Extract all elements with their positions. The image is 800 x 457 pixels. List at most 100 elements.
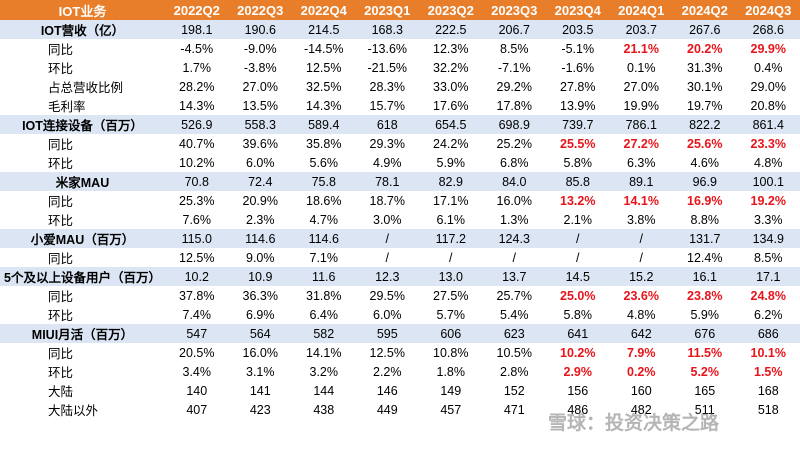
table-cell: 10.2 <box>165 267 229 286</box>
row-label: 环比 <box>0 362 165 381</box>
table-cell: 822.2 <box>673 115 737 134</box>
table-cell: 7.1% <box>292 248 356 267</box>
row-label: 同比 <box>0 134 165 153</box>
table-cell: 20.9% <box>228 191 292 210</box>
row-label: 大陆 <box>0 381 165 400</box>
table-cell: 641 <box>546 324 610 343</box>
table-cell: 16.0% <box>482 191 546 210</box>
table-cell: / <box>355 248 419 267</box>
table-cell: 2.1% <box>546 210 610 229</box>
table-cell: 8.5% <box>736 248 800 267</box>
table-cell: 642 <box>609 324 673 343</box>
table-cell: 23.6% <box>609 286 673 305</box>
row-label: IOT营收（亿） <box>0 20 165 39</box>
table-cell: 6.0% <box>228 153 292 172</box>
table-cell: 214.5 <box>292 20 356 39</box>
table-cell: 0.4% <box>736 58 800 77</box>
table-cell: 14.3% <box>165 96 229 115</box>
table-cell: 623 <box>482 324 546 343</box>
table-cell: 12.3 <box>355 267 419 286</box>
table-cell: -13.6% <box>355 39 419 58</box>
table-cell: 149 <box>419 381 483 400</box>
table-cell: 114.6 <box>228 229 292 248</box>
table-cell: 82.9 <box>419 172 483 191</box>
table-cell: 27.5% <box>419 286 483 305</box>
table-cell: 5.4% <box>482 305 546 324</box>
table-cell: 19.9% <box>609 96 673 115</box>
table-cell: 152 <box>482 381 546 400</box>
table-cell: 10.5% <box>482 343 546 362</box>
table-cell: 267.6 <box>673 20 737 39</box>
table-cell: 222.5 <box>419 20 483 39</box>
table-cell: 134.9 <box>736 229 800 248</box>
table-cell: 558.3 <box>228 115 292 134</box>
table-cell: 75.8 <box>292 172 356 191</box>
table-cell: 16.0% <box>228 343 292 362</box>
table-cell: 5.6% <box>292 153 356 172</box>
table-cell: 0.1% <box>609 58 673 77</box>
table-cell: 25.6% <box>673 134 737 153</box>
table-row: 占总营收比例 28.2% 27.0% 32.5% 28.3% 33.0% 29.2% 27.8… <box>0 77 800 96</box>
table-cell: 141 <box>228 381 292 400</box>
table-cell: 203.7 <box>609 20 673 39</box>
table-cell: 78.1 <box>355 172 419 191</box>
table-cell: 40.7% <box>165 134 229 153</box>
table-cell: 32.2% <box>419 58 483 77</box>
period-header: 2022Q4 <box>292 0 356 20</box>
table-cell: 1.5% <box>736 362 800 381</box>
table-row: 同比 40.7% 39.6% 35.8% 29.3% 24.2% 25.2% 25.5% 27.… <box>0 134 800 153</box>
table-cell: 13.2% <box>546 191 610 210</box>
table-cell: 5.9% <box>419 153 483 172</box>
row-label: 小爱MAU（百万） <box>0 229 165 248</box>
table-cell: 2.2% <box>355 362 419 381</box>
table-cell: 4.8% <box>736 153 800 172</box>
table-row: 同比 12.5% 9.0% 7.1% / / / //12.4% 8.5% <box>0 248 800 267</box>
table-cell: 28.2% <box>165 77 229 96</box>
table-cell: 30.1% <box>673 77 737 96</box>
table-cell: 37.8% <box>165 286 229 305</box>
table-cell: 3.2% <box>292 362 356 381</box>
table-cell: 471 <box>482 400 546 419</box>
table-cell: 27.0% <box>609 77 673 96</box>
table-cell: 203.5 <box>546 20 610 39</box>
table-row: 环比 7.6% 2.3% 4.7% 3.0% 6.1% 1.3% 2.1% 3.8% 8.8% 3.… <box>0 210 800 229</box>
row-label: 同比 <box>0 343 165 362</box>
table-cell: / <box>482 248 546 267</box>
table-cell: 12.4% <box>673 248 737 267</box>
row-label: MIUI月活（百万） <box>0 324 165 343</box>
period-header: 2024Q2 <box>673 0 737 20</box>
table-cell: 168 <box>736 381 800 400</box>
table-cell: 17.8% <box>482 96 546 115</box>
table-cell: 12.5% <box>292 58 356 77</box>
table-cell: 168.3 <box>355 20 419 39</box>
table-cell: 14.1% <box>292 343 356 362</box>
table-cell: 6.9% <box>228 305 292 324</box>
table-cell: 131.7 <box>673 229 737 248</box>
table-cell: 39.6% <box>228 134 292 153</box>
table-cell: -9.0% <box>228 39 292 58</box>
table-cell: 9.0% <box>228 248 292 267</box>
table-cell: 89.1 <box>609 172 673 191</box>
table-cell: 17.1% <box>419 191 483 210</box>
row-label: 环比 <box>0 153 165 172</box>
table-cell: 10.1% <box>736 343 800 362</box>
table-row: 同比 20.5% 16.0% 14.1% 12.5% 10.8% 10.5% 10.2% 7.9… <box>0 343 800 362</box>
table-cell: 739.7 <box>546 115 610 134</box>
table-cell: 32.5% <box>292 77 356 96</box>
table-cell: 29.5% <box>355 286 419 305</box>
table-cell: 686 <box>736 324 800 343</box>
table-cell: 1.8% <box>419 362 483 381</box>
table-cell: 13.7 <box>482 267 546 286</box>
table-cell: 6.2% <box>736 305 800 324</box>
table-cell: 23.3% <box>736 134 800 153</box>
period-header: 2022Q2 <box>165 0 229 20</box>
row-label: 同比 <box>0 39 165 58</box>
table-cell: 31.3% <box>673 58 737 77</box>
header-row: IOT业务 2022Q2 2022Q3 2022Q4 2023Q1 2023Q2… <box>0 0 800 20</box>
table-cell: 3.8% <box>609 210 673 229</box>
table-cell: 17.6% <box>419 96 483 115</box>
table-cell: 564 <box>228 324 292 343</box>
table-row: 5个及以上设备用户（百万） 10.2 10.9 11.6 12.3 13.0 13.7 14.… <box>0 267 800 286</box>
table-cell: / <box>355 229 419 248</box>
period-header: 2024Q3 <box>736 0 800 20</box>
